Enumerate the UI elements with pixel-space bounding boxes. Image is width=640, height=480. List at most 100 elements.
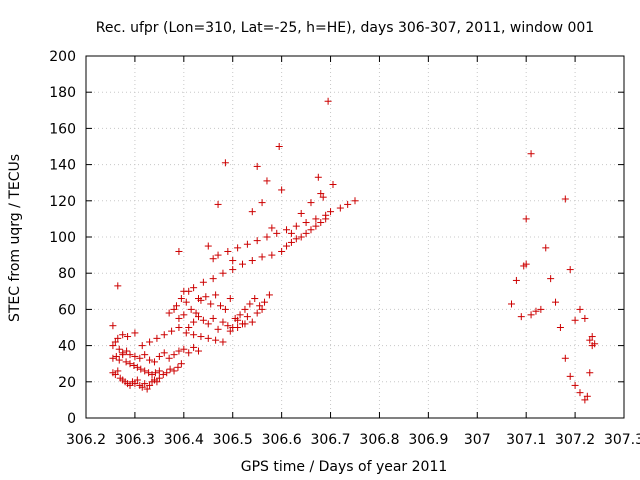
y-tick-label: 0 xyxy=(67,411,76,427)
data-point xyxy=(571,381,579,389)
data-point xyxy=(126,351,134,359)
data-point xyxy=(182,329,190,337)
data-point xyxy=(130,362,138,370)
data-point xyxy=(576,389,584,397)
data-point xyxy=(114,367,122,375)
y-tick-label: 60 xyxy=(58,302,76,318)
data-point xyxy=(226,295,234,303)
y-tick-label: 160 xyxy=(49,121,76,137)
data-point xyxy=(122,358,130,366)
data-point xyxy=(561,354,569,362)
data-point xyxy=(170,367,178,375)
data-point xyxy=(351,197,359,205)
data-point xyxy=(168,327,176,335)
data-point xyxy=(209,275,217,283)
data-point xyxy=(317,190,325,198)
data-point xyxy=(112,352,120,360)
data-point xyxy=(278,186,286,194)
data-point xyxy=(229,257,237,265)
data-point xyxy=(243,313,251,321)
data-point xyxy=(532,307,540,315)
data-point xyxy=(133,376,141,384)
data-point xyxy=(329,181,337,189)
data-point xyxy=(522,260,530,268)
data-point xyxy=(175,314,183,322)
data-point xyxy=(253,162,261,170)
data-point xyxy=(160,331,168,339)
x-tick-label: 306.3 xyxy=(115,432,155,448)
data-point xyxy=(322,211,330,219)
data-point xyxy=(547,275,555,283)
data-point xyxy=(263,177,271,185)
data-point xyxy=(194,347,202,355)
x-tick-label: 306.2 xyxy=(66,432,106,448)
data-point xyxy=(194,313,202,321)
data-point xyxy=(175,347,183,355)
data-point xyxy=(190,331,198,339)
data-point xyxy=(248,257,256,265)
y-tick-label: 180 xyxy=(49,85,76,101)
data-point xyxy=(314,173,322,181)
data-point xyxy=(566,266,574,274)
data-point xyxy=(566,372,574,380)
data-point xyxy=(581,396,589,404)
data-point xyxy=(150,358,158,366)
data-point xyxy=(177,295,185,303)
x-tick-label: 306.9 xyxy=(408,432,448,448)
data-point xyxy=(586,369,594,377)
data-point xyxy=(586,336,594,344)
data-point xyxy=(199,316,207,324)
data-point xyxy=(160,349,168,357)
data-point xyxy=(292,235,300,243)
data-point xyxy=(124,333,132,341)
data-point xyxy=(138,383,146,391)
data-point xyxy=(143,385,151,393)
x-tick-label: 307.3 xyxy=(604,432,640,448)
data-point xyxy=(197,333,205,341)
data-point xyxy=(115,356,123,364)
data-point xyxy=(234,244,242,252)
data-point xyxy=(583,392,591,400)
data-point xyxy=(209,314,217,322)
data-point xyxy=(221,305,229,313)
data-point xyxy=(185,287,193,295)
data-point xyxy=(212,336,220,344)
data-point xyxy=(214,200,222,208)
data-points xyxy=(109,97,599,404)
data-point xyxy=(126,360,134,368)
data-point xyxy=(170,305,178,313)
plot-frame xyxy=(85,55,625,419)
data-point xyxy=(115,345,123,353)
data-point xyxy=(571,316,579,324)
data-point xyxy=(336,204,344,212)
data-point xyxy=(141,380,149,388)
data-point xyxy=(283,226,291,234)
data-point xyxy=(253,237,261,245)
data-point xyxy=(111,338,119,346)
data-point xyxy=(268,251,276,259)
data-point xyxy=(241,305,249,313)
data-point xyxy=(217,302,224,310)
data-point xyxy=(273,229,281,237)
data-point xyxy=(209,255,217,263)
data-point xyxy=(561,195,569,203)
data-point xyxy=(148,371,156,379)
data-point xyxy=(552,298,560,306)
data-point xyxy=(527,150,535,158)
data-point xyxy=(145,369,153,377)
y-tick-label: 20 xyxy=(58,375,76,391)
data-point xyxy=(219,269,227,277)
data-point xyxy=(123,347,131,355)
data-point xyxy=(204,242,212,250)
y-tick-label: 140 xyxy=(49,158,76,174)
data-point xyxy=(163,369,171,377)
x-tick-label: 307.1 xyxy=(506,432,546,448)
data-point xyxy=(202,293,210,301)
data-point xyxy=(165,354,173,362)
data-point xyxy=(182,298,190,306)
data-point xyxy=(109,354,117,362)
x-tick-label: 306.6 xyxy=(262,432,302,448)
y-tick-labels: 0 20 40 60 80 100 120 140 160 180 200 xyxy=(49,49,76,427)
x-tick-label: 307 xyxy=(464,432,491,448)
data-point xyxy=(302,229,310,237)
